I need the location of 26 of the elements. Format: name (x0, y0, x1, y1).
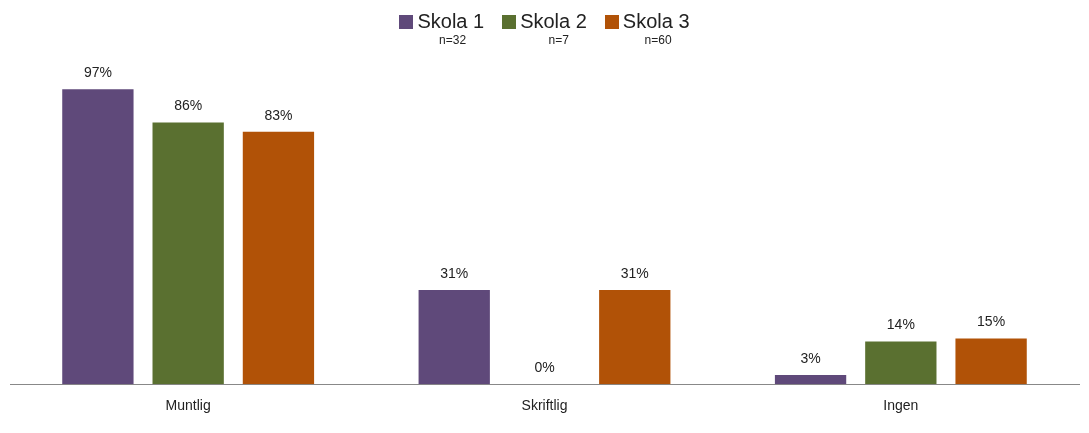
data-label: 14% (886, 316, 915, 333)
legend-label: Skola 2 (520, 10, 587, 33)
text: n=32 (439, 33, 467, 47)
x-tick-label: Ingen (883, 397, 919, 414)
data-label: 0% (534, 359, 555, 376)
bar (599, 289, 671, 385)
data-label: 31% (440, 264, 469, 281)
bar (774, 375, 847, 385)
data-label: 15% (977, 313, 1006, 330)
legend-label: Skola 3 (622, 10, 690, 33)
data-label: 31% (620, 264, 649, 281)
bar (242, 131, 315, 385)
data-label: 97% (83, 63, 112, 80)
text: n=7 (548, 33, 569, 47)
bar (865, 341, 937, 385)
data-label: 3% (800, 349, 821, 366)
text: n=60 (644, 33, 672, 47)
x-tick-label: Skriftlig (521, 397, 568, 414)
bar (62, 89, 134, 385)
x-tick-label: Muntlig (165, 397, 211, 414)
bar (152, 122, 224, 385)
bar (418, 289, 490, 385)
bar (955, 338, 1027, 385)
data-label: 86% (174, 97, 203, 114)
data-label: 83% (264, 106, 293, 123)
legend-label: Skola 1 (417, 10, 485, 33)
